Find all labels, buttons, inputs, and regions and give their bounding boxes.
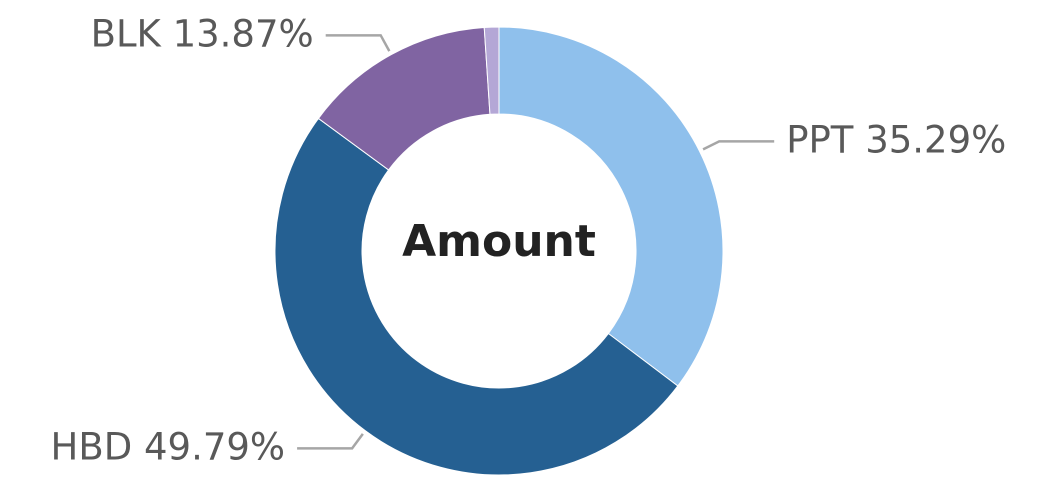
label-category: HBD (51, 425, 133, 468)
label-value: 49.79% (144, 425, 285, 468)
label-category: PPT (786, 118, 854, 161)
data-label: HBD 49.79% (51, 425, 286, 468)
leader-line (702, 140, 775, 151)
label-category: BLK (91, 12, 163, 55)
leader-line (325, 34, 391, 52)
label-space (161, 12, 173, 55)
data-label: BLK 13.87% (91, 12, 314, 55)
chart-title: Amount (402, 216, 596, 267)
leader-line (297, 433, 364, 450)
label-space (132, 425, 144, 468)
label-space (853, 118, 865, 161)
donut-slice (274, 117, 679, 476)
donut-slice (498, 26, 724, 387)
data-label: PPT 35.29% (786, 118, 1006, 161)
label-value: 13.87% (173, 12, 314, 55)
label-value: 35.29% (865, 118, 1006, 161)
donut-slice (483, 26, 500, 115)
